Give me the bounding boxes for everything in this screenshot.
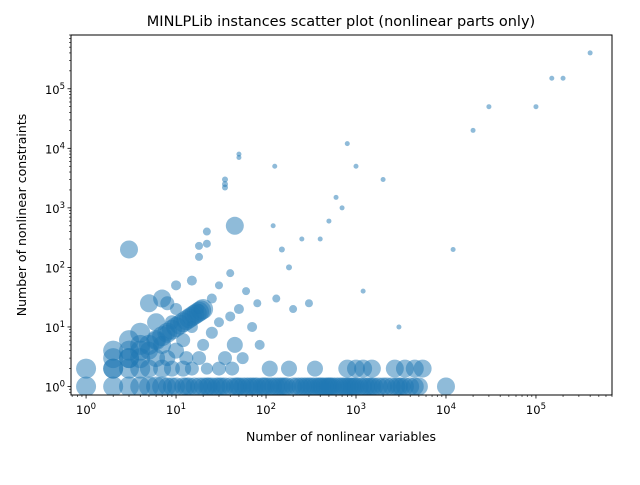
data-point — [147, 313, 166, 332]
data-point — [326, 218, 332, 224]
data-point — [170, 303, 183, 316]
data-point — [270, 223, 276, 229]
x-axis-label: Number of nonlinear variables — [246, 429, 436, 444]
data-point — [163, 360, 180, 377]
x-tick-label: 104 — [436, 402, 456, 417]
data-point — [179, 351, 194, 366]
data-point — [195, 241, 204, 250]
data-point — [362, 359, 381, 378]
data-point — [304, 299, 313, 308]
data-point — [200, 362, 213, 375]
points-group — [76, 50, 593, 395]
chart-title: MINLPLib instances scatter plot (nonline… — [147, 14, 535, 30]
axes-frame — [70, 34, 613, 396]
data-point — [103, 376, 124, 395]
data-point — [242, 287, 251, 296]
data-point — [184, 361, 199, 376]
data-point — [76, 358, 97, 379]
data-point — [450, 246, 456, 252]
data-point — [587, 50, 593, 56]
data-point — [176, 333, 191, 348]
y-tick-label: 100 — [45, 380, 65, 395]
data-point — [261, 360, 278, 377]
data-point — [103, 340, 124, 361]
tick-layer: 100 101 102 103 104 105 100 101 102 103 104 105 — [45, 34, 613, 417]
data-point — [306, 360, 323, 377]
data-point — [286, 264, 292, 271]
data-point — [218, 351, 232, 366]
data-point — [396, 324, 402, 330]
data-point — [272, 294, 281, 303]
data-point — [236, 155, 242, 161]
data-point — [222, 184, 228, 191]
data-point — [470, 127, 476, 133]
x-tick-label: 102 — [256, 402, 276, 417]
data-point — [202, 239, 211, 248]
data-point — [353, 163, 359, 169]
data-point — [333, 194, 339, 200]
y-tick-label: 101 — [45, 320, 65, 335]
data-point — [413, 359, 432, 378]
data-point — [233, 304, 244, 315]
data-point — [436, 377, 455, 395]
data-point — [289, 305, 298, 314]
data-point — [254, 339, 265, 350]
data-point — [272, 163, 278, 169]
data-point — [213, 317, 224, 328]
data-point — [197, 338, 210, 351]
x-tick-label: 101 — [166, 402, 186, 417]
data-point — [533, 104, 539, 110]
data-point — [214, 281, 223, 290]
data-point — [226, 336, 243, 353]
y-tick-label: 102 — [45, 260, 65, 275]
data-point — [278, 246, 285, 253]
data-point — [186, 275, 197, 286]
data-point — [192, 351, 207, 366]
data-point — [211, 361, 226, 376]
data-point — [225, 361, 240, 376]
data-point — [236, 352, 249, 365]
data-point — [225, 311, 236, 322]
plot-layer — [76, 50, 593, 395]
data-point — [225, 216, 244, 235]
data-point — [317, 236, 323, 242]
data-point — [339, 205, 345, 211]
y-tick-label: 103 — [45, 201, 65, 216]
data-point — [171, 280, 182, 291]
data-point — [103, 358, 124, 379]
data-point — [202, 227, 211, 236]
data-point — [76, 376, 97, 395]
plot-frame — [70, 34, 613, 396]
data-point — [222, 176, 228, 183]
data-point — [409, 377, 428, 395]
data-point — [205, 326, 218, 339]
data-point — [194, 304, 205, 315]
data-point — [281, 360, 297, 377]
y-tick-label: 104 — [45, 141, 65, 156]
data-point — [226, 269, 235, 278]
data-point — [236, 151, 242, 157]
data-point — [299, 236, 305, 242]
data-point — [195, 252, 204, 261]
y-axis-label: Number of nonlinear constraints — [14, 114, 29, 317]
data-point — [247, 321, 258, 332]
y-tick-label: 105 — [45, 82, 65, 97]
data-point — [360, 288, 366, 294]
data-point — [549, 75, 555, 81]
data-point — [380, 176, 386, 182]
data-point — [185, 320, 198, 333]
data-point — [168, 342, 185, 359]
data-point — [344, 141, 350, 147]
data-point — [560, 75, 566, 81]
x-tick-label: 100 — [76, 402, 96, 417]
data-point — [164, 315, 179, 330]
data-point — [120, 240, 138, 259]
data-point — [486, 104, 492, 110]
x-tick-label: 105 — [526, 402, 546, 417]
data-point — [206, 293, 217, 304]
x-tick-label: 103 — [346, 402, 366, 417]
data-point — [253, 299, 262, 308]
